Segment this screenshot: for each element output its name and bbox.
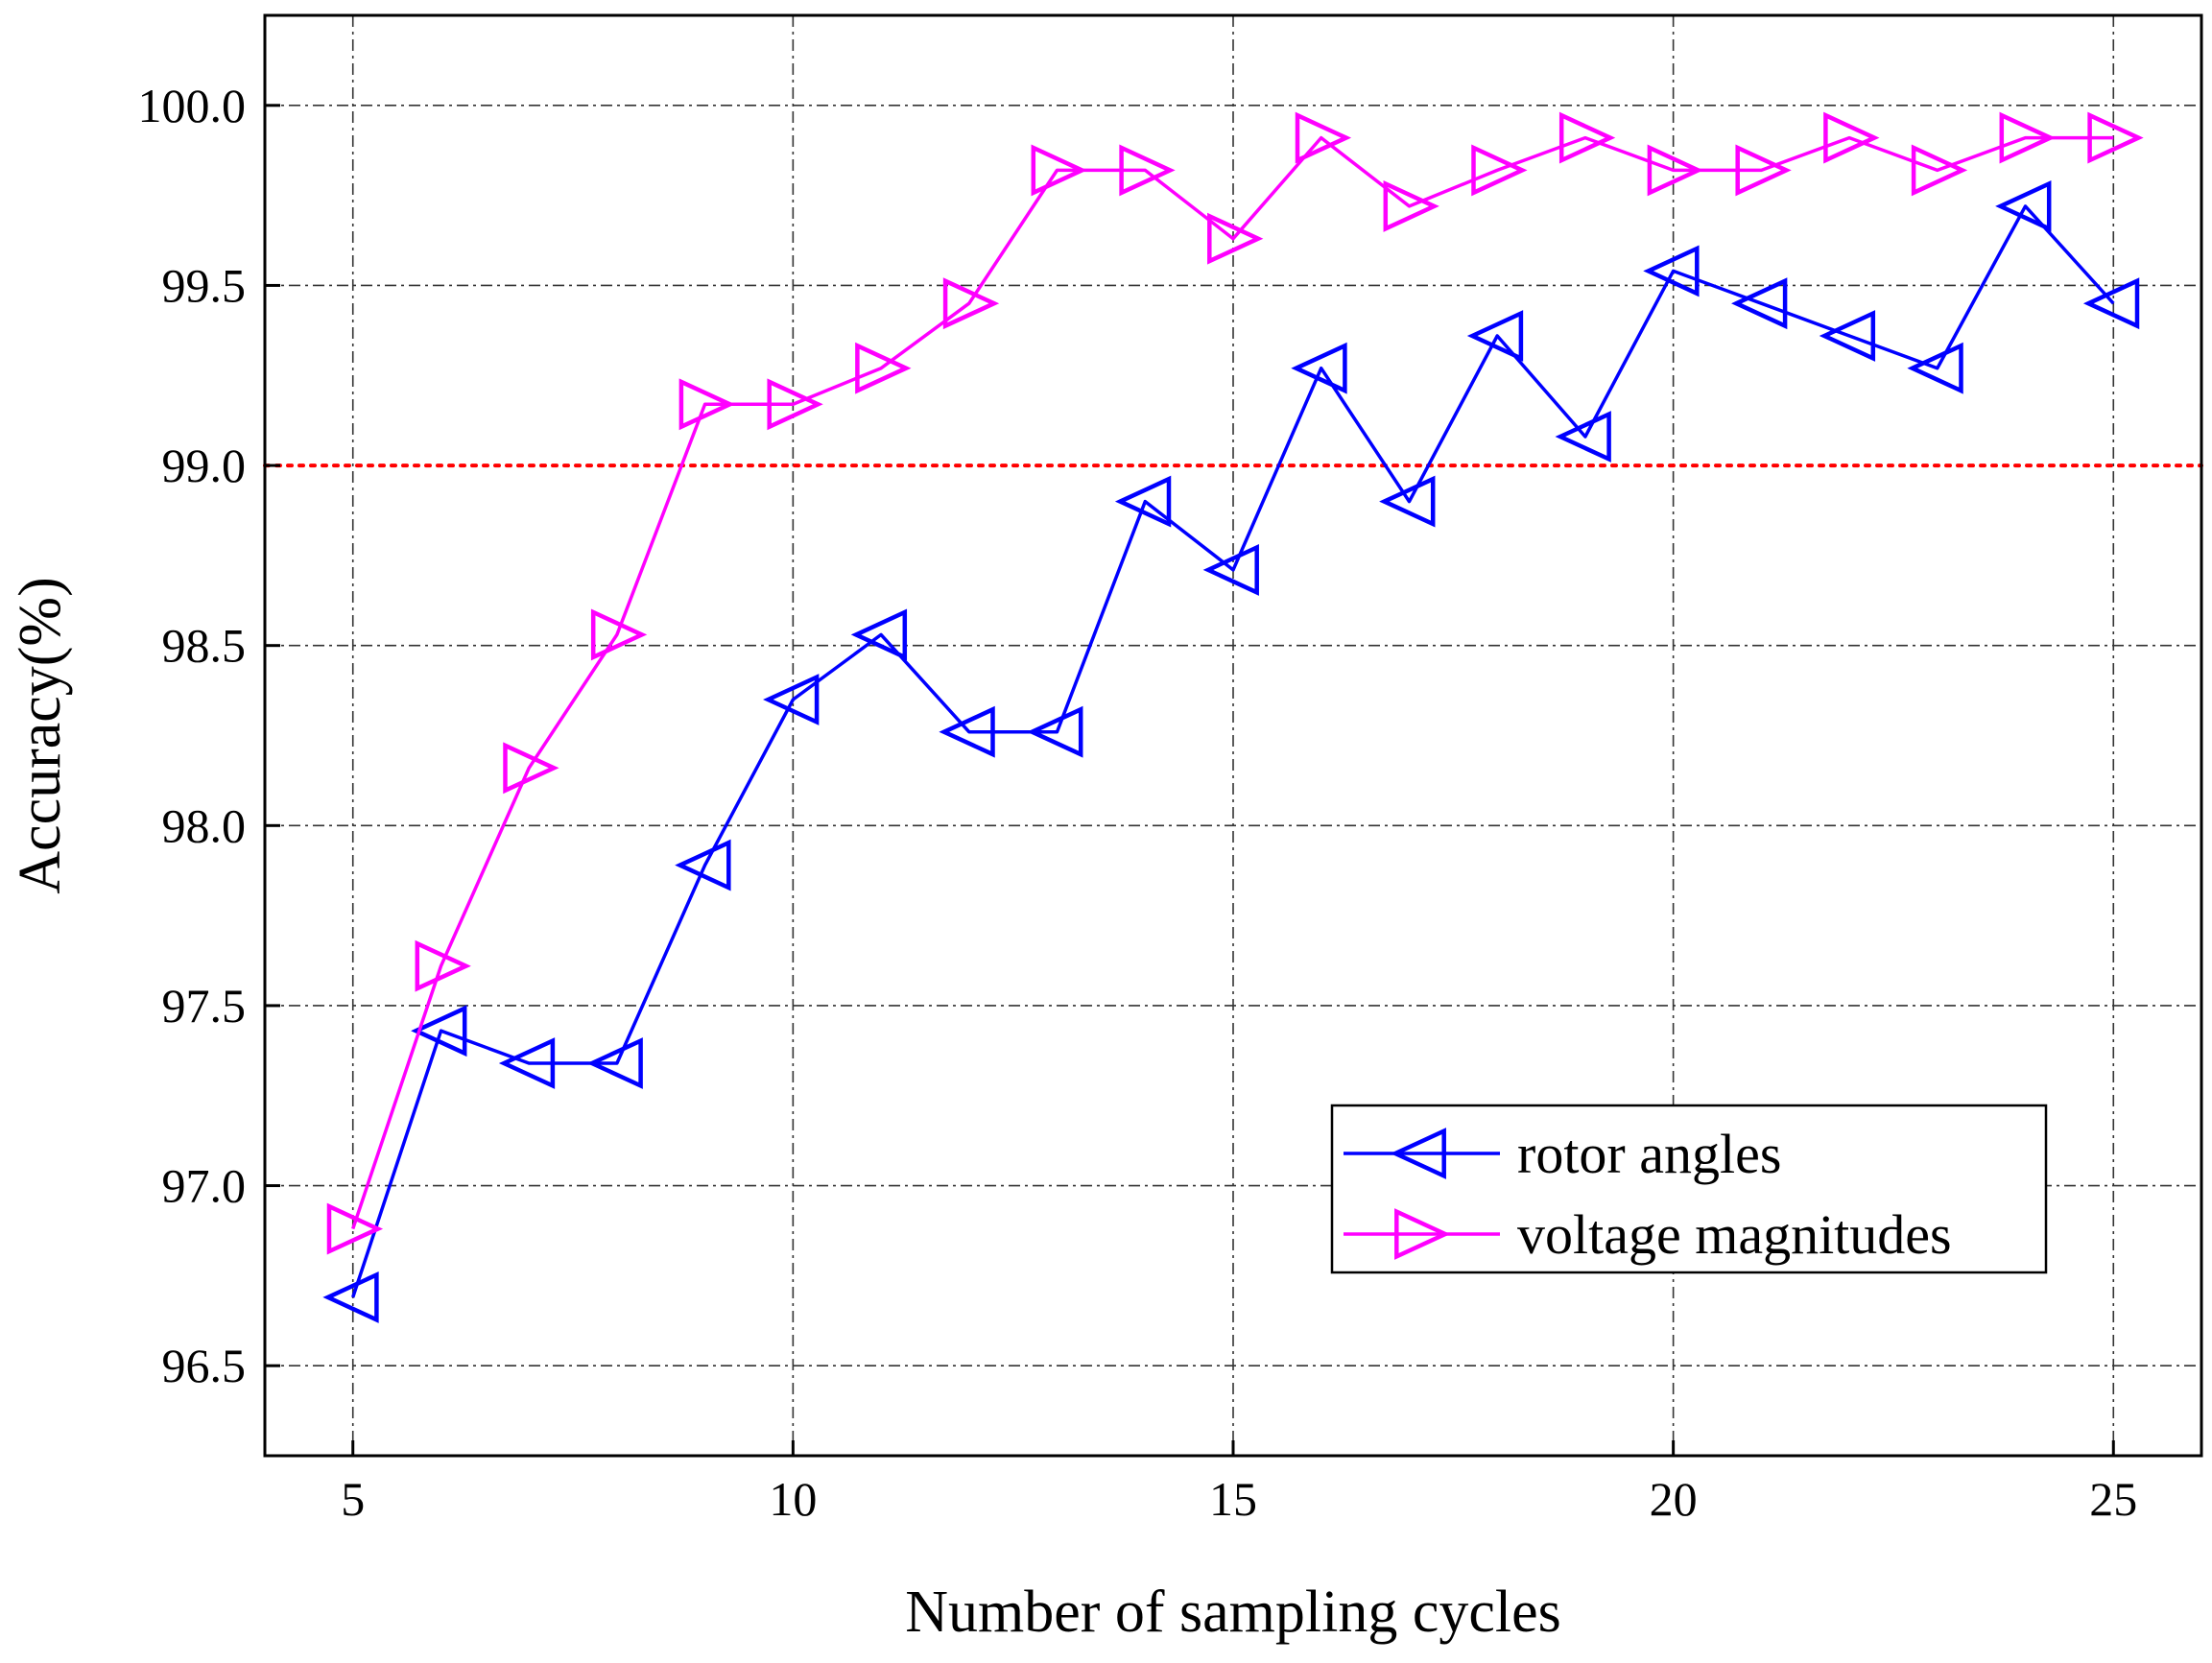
x-tick-label: 25 — [2089, 1472, 2137, 1526]
data-point-voltage-magnitudes — [1999, 111, 2056, 164]
data-point-rotor-angles — [411, 1005, 467, 1057]
data-point-voltage-magnitudes — [1119, 144, 1176, 197]
data-point-rotor-angles — [1819, 310, 1876, 362]
data-point-rotor-angles — [1202, 543, 1259, 596]
data-point-rotor-angles — [1114, 475, 1172, 528]
y-axis-title: Accuracy(%) — [8, 577, 73, 893]
x-tick-label: 20 — [1650, 1472, 1698, 1526]
series-layer — [322, 111, 2144, 1323]
legend-box — [1330, 1104, 2048, 1274]
y-tick-label: 99.5 — [162, 258, 247, 312]
y-tick-label: 97.5 — [162, 979, 247, 1033]
legend-label-voltage-magnitudes: voltage magnitudes — [1517, 1203, 1952, 1266]
data-point-rotor-angles — [1555, 411, 1611, 463]
data-point-voltage-magnitudes — [590, 608, 648, 661]
data-point-voltage-magnitudes — [942, 277, 1000, 330]
legend-label-rotor-angles: rotor angles — [1517, 1123, 1781, 1185]
data-point-voltage-magnitudes — [767, 378, 823, 431]
x-axis-title: Number of sampling cycles — [905, 1580, 1561, 1645]
data-point-voltage-magnitudes — [503, 742, 559, 795]
data-point-voltage-magnitudes — [2087, 111, 2144, 164]
data-point-rotor-angles — [1027, 705, 1083, 758]
tick-layer — [265, 104, 2115, 1456]
data-point-voltage-magnitudes — [415, 939, 471, 992]
data-point-rotor-angles — [1731, 277, 1788, 330]
data-point-voltage-magnitudes — [1295, 111, 1352, 164]
data-point-voltage-magnitudes — [1471, 144, 1528, 197]
data-point-rotor-angles — [1995, 179, 2052, 232]
data-point-voltage-magnitudes — [1911, 144, 1968, 197]
data-point-rotor-angles — [1907, 342, 1963, 394]
tick-label-layer: 5 10 15 20 25 96.5 97.0 97.5 98.0 98.5 99.0 99.5 100… — [138, 79, 2138, 1526]
data-point-rotor-angles — [1466, 310, 1524, 362]
data-point-voltage-magnitudes — [855, 342, 912, 394]
data-point-rotor-angles — [1379, 475, 1436, 528]
data-point-rotor-angles — [1291, 342, 1347, 394]
data-point-rotor-angles — [850, 608, 908, 661]
data-point-rotor-angles — [2082, 277, 2140, 330]
data-point-rotor-angles — [675, 839, 731, 891]
y-tick-label: 99.0 — [162, 439, 247, 492]
data-point-voltage-magnitudes — [1207, 212, 1264, 265]
series-line-rotor-angles — [351, 204, 2115, 1298]
x-tick-label: 10 — [769, 1472, 817, 1526]
series-line-voltage-magnitudes — [351, 135, 2114, 1230]
series-rotor-angles — [322, 179, 2140, 1323]
legend: rotor angles voltage magnitudes — [1330, 1104, 2048, 1274]
data-point-voltage-magnitudes — [326, 1202, 384, 1255]
data-point-voltage-magnitudes — [1031, 144, 1087, 197]
data-point-voltage-magnitudes — [1823, 111, 1880, 164]
series-voltage-magnitudes — [326, 111, 2144, 1255]
data-point-voltage-magnitudes — [1647, 144, 1703, 197]
legend-marker-voltage-magnitudes — [1394, 1208, 1451, 1260]
data-point-voltage-magnitudes — [1383, 179, 1439, 232]
grid-layer — [265, 15, 2201, 1456]
y-tick-label: 97.0 — [162, 1159, 247, 1213]
data-point-rotor-angles — [586, 1037, 643, 1089]
data-point-rotor-angles — [498, 1037, 556, 1089]
data-point-rotor-angles — [763, 674, 820, 725]
data-point-voltage-magnitudes — [678, 378, 735, 431]
y-tick-label: 98.0 — [162, 798, 247, 852]
x-tick-label: 5 — [341, 1472, 365, 1526]
y-tick-label: 96.5 — [162, 1339, 247, 1392]
y-tick-label: 100.0 — [138, 79, 247, 132]
x-tick-label: 15 — [1209, 1472, 1257, 1526]
y-tick-label: 98.5 — [162, 619, 247, 673]
data-point-voltage-magnitudes — [1735, 144, 1792, 197]
legend-marker-rotor-angles — [1390, 1128, 1446, 1179]
data-point-rotor-angles — [322, 1271, 379, 1323]
data-point-rotor-angles — [939, 705, 995, 758]
data-point-voltage-magnitudes — [1558, 111, 1616, 164]
data-point-rotor-angles — [1643, 245, 1700, 297]
